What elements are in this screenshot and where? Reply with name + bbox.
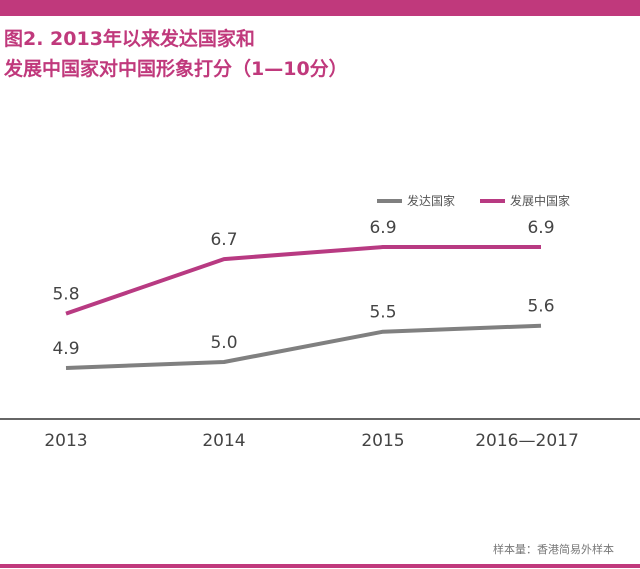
chart-marks: 4.9 5.0 5.5 5.6 5.8 6.7 6.9 6.9 bbox=[52, 218, 555, 370]
data-label-s0-0: 4.9 bbox=[52, 339, 79, 359]
data-label-s1-0: 5.8 bbox=[52, 285, 79, 305]
x-tick-label-3: 2016—2017 bbox=[475, 431, 579, 451]
legend-label-developing: 发展中国家 bbox=[510, 193, 570, 208]
data-label-s1-1: 6.7 bbox=[210, 230, 237, 250]
data-label-s0-2: 5.5 bbox=[369, 303, 396, 323]
legend: 发达国家 发展中国家 bbox=[377, 193, 570, 208]
series-line-0 bbox=[65, 323, 542, 370]
x-tick-label-1: 2014 bbox=[202, 431, 245, 451]
data-label-s1-2: 6.9 bbox=[369, 218, 396, 238]
x-tick-label-2: 2015 bbox=[361, 431, 404, 451]
chart-title: 图2. 2013年以来发达国家和 发展中国家对中国形象打分（1—10分） bbox=[4, 24, 348, 84]
chart-title-line-2: 发展中国家对中国形象打分（1—10分） bbox=[4, 58, 348, 80]
data-label-s0-3: 5.6 bbox=[527, 297, 554, 317]
top-accent-bar bbox=[0, 0, 640, 16]
x-tick-label-0: 2013 bbox=[44, 431, 87, 451]
source-note: 样本量：香港简易外样本 bbox=[493, 543, 614, 556]
series-line-1 bbox=[65, 245, 541, 316]
chart-title-line-1: 图2. 2013年以来发达国家和 bbox=[4, 28, 255, 50]
data-label-s0-1: 5.0 bbox=[210, 333, 237, 353]
data-label-s1-3: 6.9 bbox=[527, 218, 554, 238]
legend-label-developed: 发达国家 bbox=[407, 193, 455, 208]
x-axis-ticks: 2013 2014 2015 2016—2017 bbox=[44, 431, 578, 451]
